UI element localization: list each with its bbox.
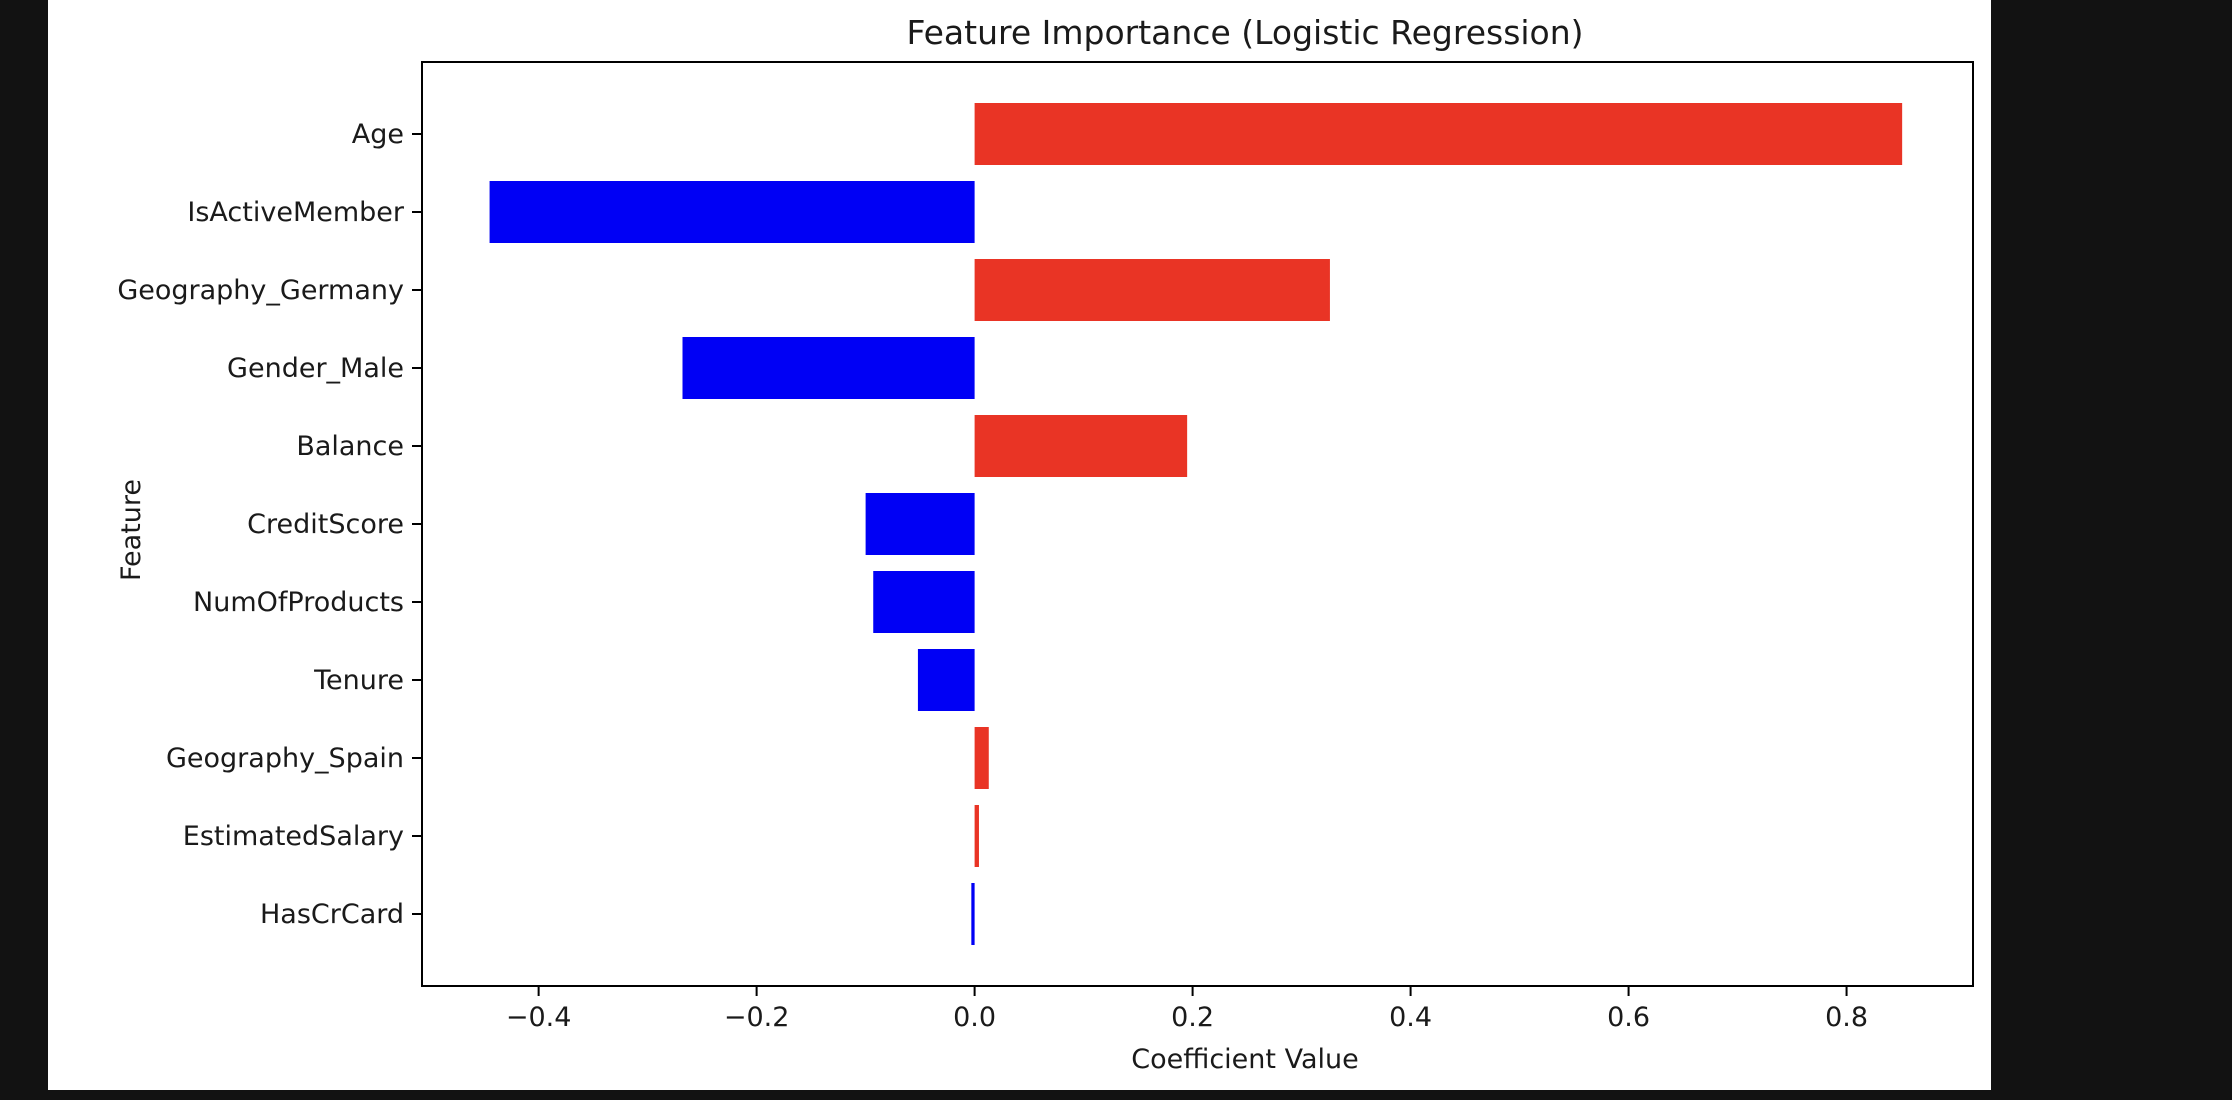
y-tick-label-estimatedsalary: EstimatedSalary [183, 821, 404, 852]
bar-balance [974, 415, 1188, 477]
bar-hascrcard [971, 883, 975, 945]
y-category-labels: Age IsActiveMember Geography_Germany Gender… [117, 119, 422, 930]
x-tick-label: 0.4 [1389, 1002, 1432, 1033]
y-tick-label-age: Age [352, 119, 404, 150]
y-tick-label-geography-spain: Geography_Spain [166, 743, 404, 774]
bar-isactivemember [489, 181, 975, 243]
x-axis-title: Coefficient Value [1131, 1044, 1358, 1075]
y-axis-title: Feature [116, 479, 147, 581]
x-tick-label: 0.8 [1825, 1002, 1868, 1033]
chart-title: Feature Importance (Logistic Regression) [906, 13, 1583, 52]
bar-estimatedsalary [974, 805, 979, 867]
x-tick-label: −0.4 [506, 1002, 572, 1033]
y-tick-label-balance: Balance [296, 431, 404, 462]
x-tick-label: 0.6 [1607, 1002, 1650, 1033]
plot-frame [421, 61, 1974, 987]
bar-tenure [917, 649, 975, 711]
y-tick-label-hascrcard: HasCrCard [260, 899, 404, 930]
x-ticks: −0.4 −0.2 0.0 0.2 0.4 0.6 0.8 [506, 986, 1868, 1033]
chart-figure: Feature Importance (Logistic Regression)… [48, 0, 1991, 1090]
bar-creditscore [865, 493, 975, 555]
bar-age [974, 103, 1903, 165]
bar-numofproducts [873, 571, 975, 633]
x-tick-label: 0.0 [953, 1002, 996, 1033]
bar-gender-male [682, 337, 975, 399]
bars-layer [489, 103, 1903, 945]
bar-geography-germany [974, 259, 1330, 321]
y-tick-label-geography-germany: Geography_Germany [117, 275, 404, 306]
y-tick-label-numofproducts: NumOfProducts [193, 587, 404, 618]
feature-importance-chart: Feature Importance (Logistic Regression)… [116, 13, 1974, 1075]
x-tick-label: −0.2 [724, 1002, 790, 1033]
x-tick-label: 0.2 [1171, 1002, 1214, 1033]
y-tick-label-gender-male: Gender_Male [227, 353, 404, 384]
y-tick-label-creditscore: CreditScore [247, 509, 404, 540]
bar-geography-spain [974, 727, 989, 789]
y-tick-label-tenure: Tenure [313, 665, 404, 696]
y-tick-label-isactivemember: IsActiveMember [187, 197, 405, 228]
